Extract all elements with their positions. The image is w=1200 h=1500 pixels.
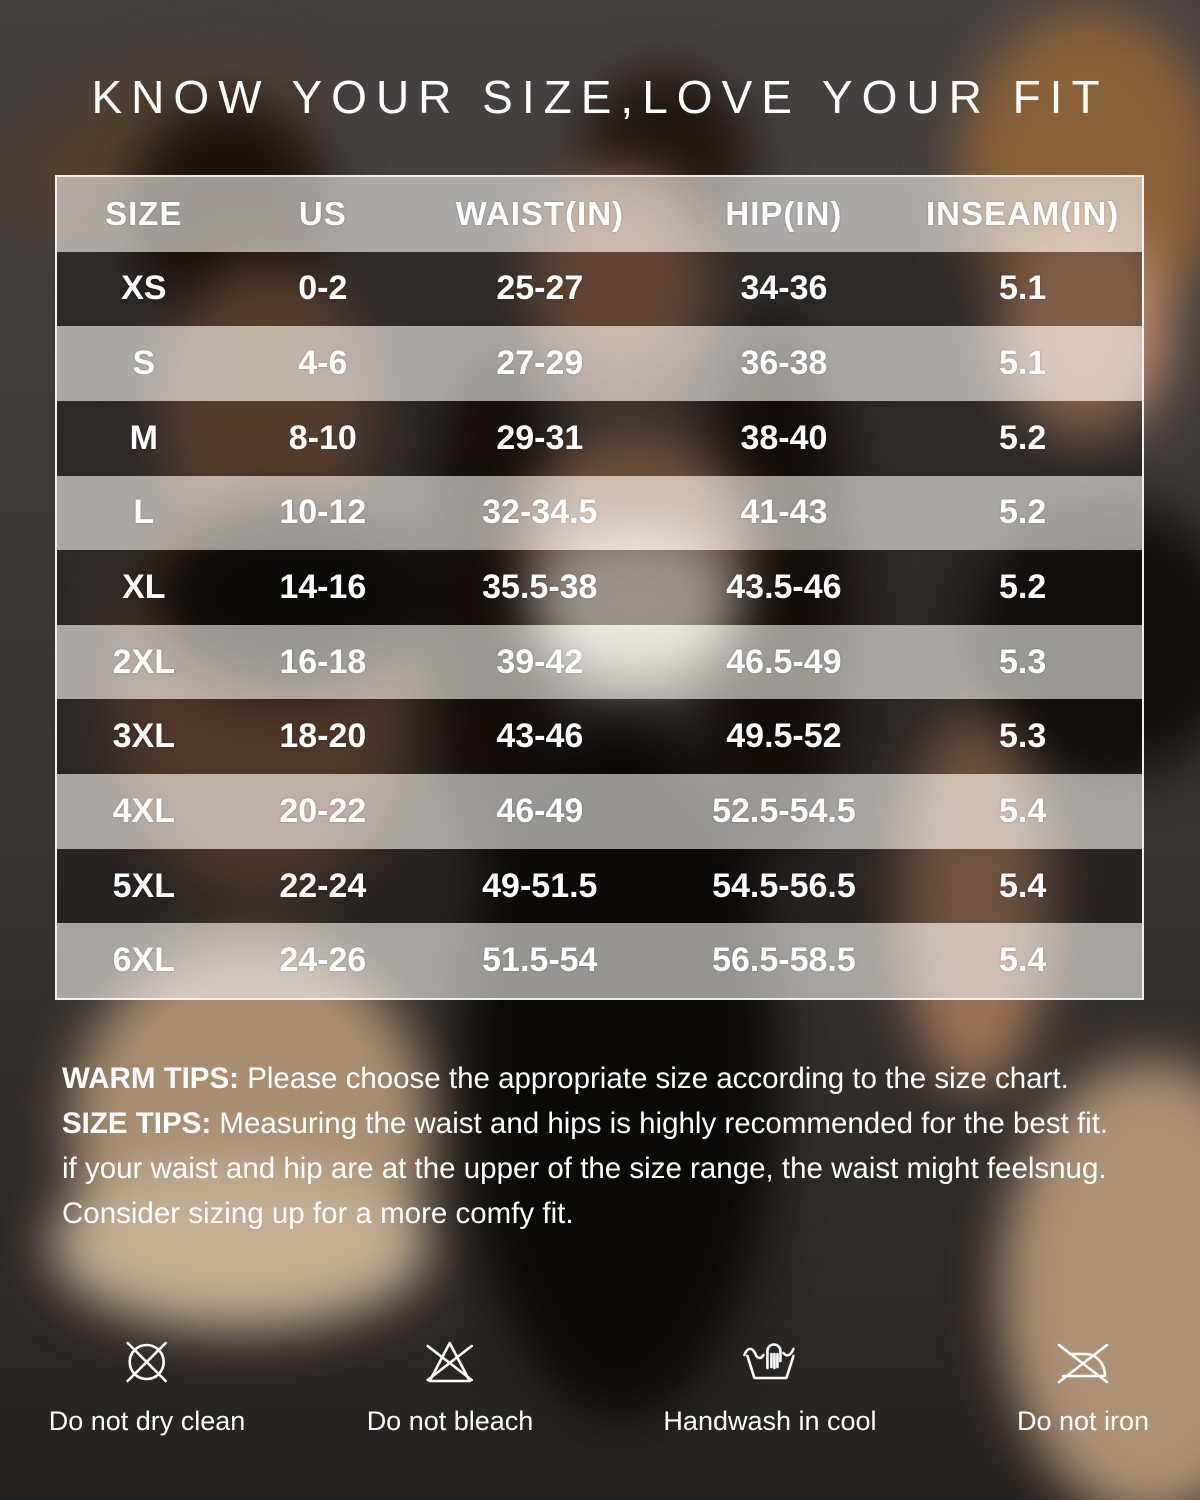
cell-us: 20-22	[279, 791, 367, 830]
cell-inseam: 5.1	[998, 344, 1047, 383]
cell-size: 3XL	[112, 717, 175, 756]
cell-hip: 52.5-54.5	[712, 791, 856, 830]
cell-size: M	[129, 418, 158, 457]
table-row: XL 14-16 35.5-38 43.5-46 5.2	[57, 550, 1142, 625]
table-row: M 8-10 29-31 38-40 5.2	[57, 400, 1142, 476]
cell-waist: 25-27	[496, 269, 584, 308]
cell-us: 18-20	[279, 717, 367, 756]
table-body: XS 0-2 25-27 34-36 5.1 S 4-6 27-29 36-38…	[57, 251, 1142, 999]
cell-inseam: 5.2	[998, 568, 1047, 607]
tips-line-4: Consider sizing up for a more comfy fit.	[62, 1197, 574, 1230]
size-tips-line: SIZE TIPS: Measuring the waist and hips …	[62, 1101, 1154, 1146]
cell-size: 2XL	[112, 642, 175, 681]
cell-size: 4XL	[112, 791, 175, 830]
size-tips-text: Measuring the waist and hips is highly r…	[211, 1107, 1109, 1140]
column-header-hip: HIP(IN)	[725, 195, 843, 233]
cell-waist: 51.5-54	[482, 941, 598, 980]
cell-waist: 43-46	[496, 717, 584, 756]
care-item-do-not-bleach: Do not bleach	[366, 1330, 534, 1437]
cell-waist: 32-34.5	[482, 493, 598, 532]
cell-hip: 36-38	[740, 344, 828, 383]
table-row: 4XL 20-22 46-49 52.5-54.5 5.4	[57, 774, 1142, 849]
cell-us: 24-26	[279, 941, 367, 980]
cell-hip: 46.5-49	[726, 642, 842, 681]
tips-block: WARM TIPS: Please choose the appropriate…	[62, 1056, 1154, 1236]
cell-hip: 54.5-56.5	[712, 866, 856, 905]
cell-us: 22-24	[279, 866, 367, 905]
care-label: Do not iron	[1016, 1406, 1150, 1436]
cell-us: 8-10	[288, 418, 357, 457]
cell-waist: 29-31	[496, 418, 584, 457]
cell-waist: 39-42	[496, 642, 584, 681]
cell-inseam: 5.3	[998, 642, 1047, 681]
table-row: XS 0-2 25-27 34-36 5.1	[57, 251, 1142, 327]
cell-size: S	[132, 344, 156, 383]
cell-us: 14-16	[279, 568, 367, 607]
cell-hip: 34-36	[740, 269, 828, 308]
warm-tips-label: WARM TIPS:	[62, 1062, 239, 1095]
cell-waist: 27-29	[496, 344, 584, 383]
cell-us: 16-18	[279, 642, 367, 681]
cell-waist: 46-49	[496, 791, 584, 830]
column-header-us: US	[298, 195, 347, 233]
column-header-size: SIZE	[105, 195, 183, 233]
care-label: Handwash in cool	[663, 1406, 877, 1436]
cell-waist: 35.5-38	[482, 568, 598, 607]
column-header-waist: WAIST(IN)	[455, 195, 625, 233]
cell-waist: 49-51.5	[482, 866, 598, 905]
cell-size: 5XL	[112, 866, 175, 905]
size-table: SIZE US WAIST(IN) HIP(IN) INSEAM(IN) XS …	[55, 175, 1144, 1000]
cell-size: XS	[121, 269, 167, 308]
care-label: Do not dry clean	[48, 1406, 246, 1436]
warm-tips-line: WARM TIPS: Please choose the appropriate…	[62, 1056, 1154, 1101]
table-row: 3XL 18-20 43-46 49.5-52 5.3	[57, 699, 1142, 775]
do-not-iron-icon	[1057, 1343, 1109, 1384]
care-item-do-not-iron: Do not iron	[1017, 1330, 1149, 1437]
warm-tips-text: Please choose the appropriate size accor…	[239, 1062, 1069, 1095]
table-header-row: SIZE US WAIST(IN) HIP(IN) INSEAM(IN)	[57, 177, 1142, 252]
cell-us: 4-6	[298, 344, 348, 383]
handwash-in-cool-icon	[742, 1343, 795, 1380]
cell-size: XL	[122, 568, 166, 607]
cell-inseam: 5.4	[998, 941, 1047, 980]
cell-us: 10-12	[279, 493, 367, 532]
cell-hip: 38-40	[740, 418, 828, 457]
cell-hip: 43.5-46	[726, 568, 842, 607]
care-label: Do not bleach	[366, 1406, 534, 1436]
table-row: 6XL 24-26 51.5-54 56.5-58.5 5.4	[57, 923, 1142, 999]
cell-inseam: 5.4	[998, 866, 1047, 905]
cell-inseam: 5.2	[998, 418, 1047, 457]
table-row: S 4-6 27-29 36-38 5.1	[57, 326, 1142, 401]
cell-hip: 41-43	[740, 493, 828, 532]
table-row: 5XL 22-24 49-51.5 54.5-56.5 5.4	[57, 848, 1142, 924]
page-title: KNOW YOUR SIZE,LOVE YOUR FIT	[91, 71, 1109, 123]
cell-size: L	[133, 493, 155, 532]
cell-inseam: 5.1	[998, 269, 1047, 308]
table-row: L 10-12 32-34.5 41-43 5.2	[57, 475, 1142, 551]
cell-inseam: 5.4	[998, 791, 1047, 830]
care-item-do-not-dry-clean: Do not dry clean	[48, 1330, 246, 1437]
cell-hip: 56.5-58.5	[712, 941, 856, 980]
column-header-inseam: INSEAM(IN)	[925, 195, 1120, 233]
tips-line-3: if your waist and hip are at the upper o…	[62, 1152, 1107, 1185]
table-row: 2XL 16-18 39-42 46.5-49 5.3	[57, 624, 1142, 700]
cell-us: 0-2	[298, 269, 348, 308]
size-tips-label: SIZE TIPS:	[62, 1107, 212, 1140]
do-not-dry-clean-icon	[126, 1341, 168, 1383]
care-item-handwash: Handwash in cool	[663, 1330, 877, 1437]
do-not-bleach-icon	[426, 1341, 474, 1383]
cell-hip: 49.5-52	[726, 717, 842, 756]
cell-size: 6XL	[112, 941, 175, 980]
cell-inseam: 5.3	[998, 717, 1047, 756]
cell-inseam: 5.2	[998, 493, 1047, 532]
